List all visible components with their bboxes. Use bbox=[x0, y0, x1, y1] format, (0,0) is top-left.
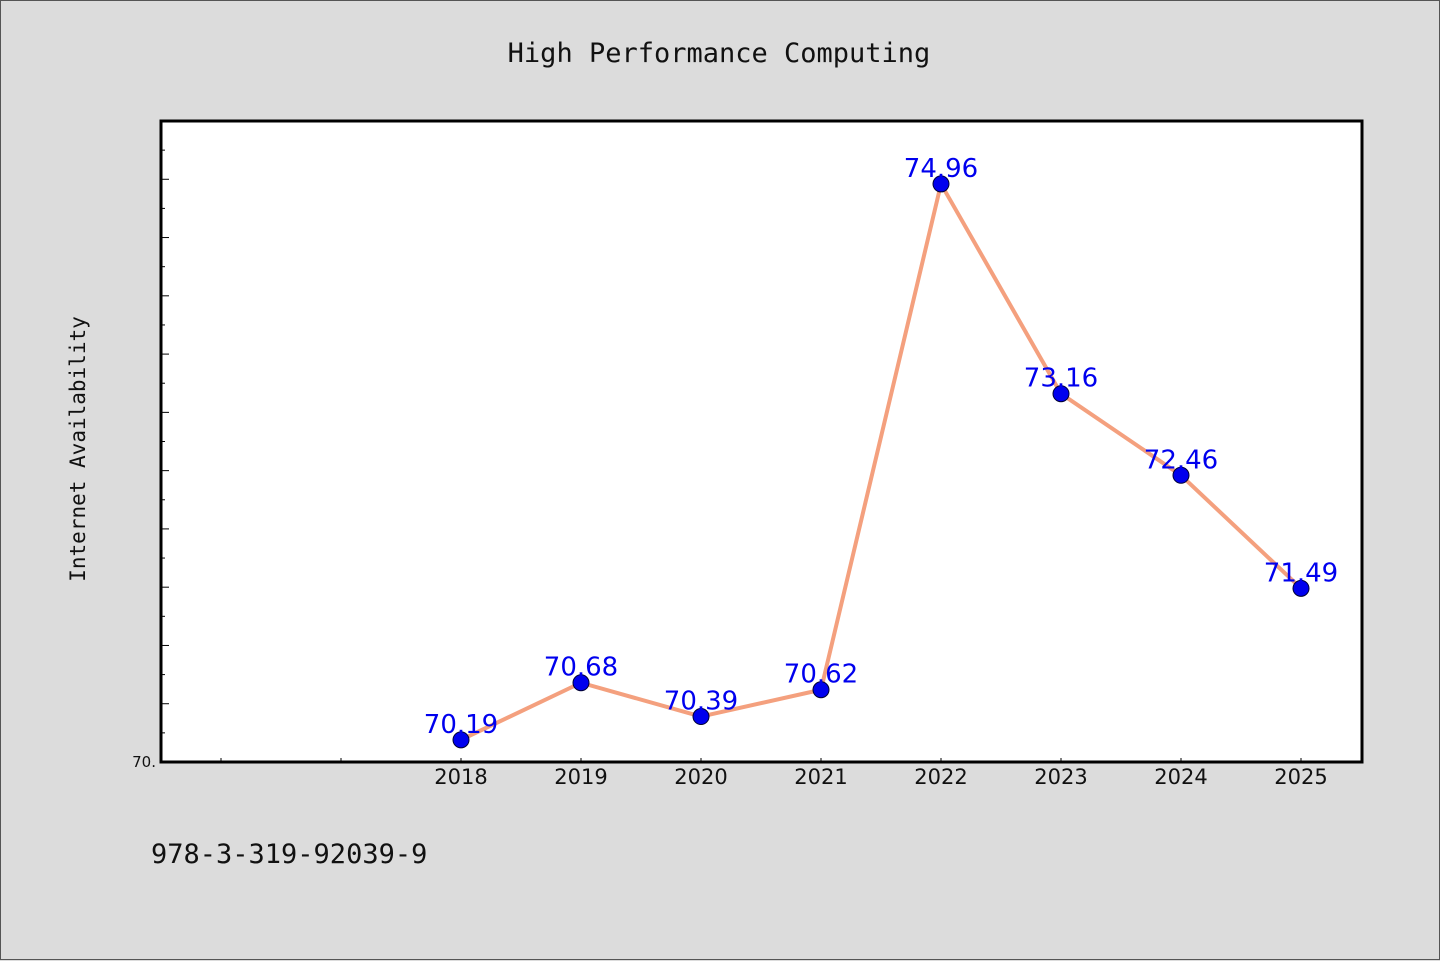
x-tick-label: 2019 bbox=[554, 765, 607, 789]
series-line bbox=[459, 181, 1303, 742]
chart-title: High Performance Computing bbox=[508, 38, 931, 69]
data-point bbox=[932, 175, 950, 193]
x-tick-label: 2021 bbox=[794, 765, 847, 789]
y-axis-ticks bbox=[161, 120, 169, 763]
x-tick-label: 2022 bbox=[914, 765, 967, 789]
data-point bbox=[1292, 579, 1310, 597]
x-tick-label: 2020 bbox=[674, 765, 727, 789]
data-point bbox=[572, 674, 590, 692]
series-layer bbox=[452, 175, 1310, 749]
data-label: 71.49 bbox=[1264, 558, 1338, 588]
y-axis-label: Internet Availability bbox=[66, 316, 90, 582]
x-tick-label: 2023 bbox=[1034, 765, 1087, 789]
x-tick-label: 2018 bbox=[434, 765, 487, 789]
data-label: 74.96 bbox=[904, 154, 978, 184]
data-label: 73.16 bbox=[1024, 364, 1098, 394]
data-label: 72.46 bbox=[1144, 445, 1218, 475]
data-label: 70.19 bbox=[424, 710, 498, 740]
data-point bbox=[812, 681, 830, 699]
x-tick-label: 2025 bbox=[1274, 765, 1327, 789]
x-axis-ticks: 2018 2019 2020 2021 2022 2023 2024 2025 bbox=[220, 758, 1328, 789]
data-point bbox=[692, 708, 710, 726]
data-label: 70.39 bbox=[664, 687, 738, 717]
data-label: 70.62 bbox=[784, 660, 858, 690]
data-labels-layer: 70.19 70.68 70.39 70.62 74.96 73.16 72.46 71.49 bbox=[424, 154, 1338, 740]
data-label: 70.68 bbox=[544, 653, 618, 683]
data-point bbox=[1052, 385, 1070, 403]
data-point bbox=[1172, 466, 1190, 484]
isbn-text: 978-3-319-92039-9 bbox=[151, 839, 427, 870]
plot-area bbox=[159, 119, 1364, 764]
y-tick-label: 70. bbox=[132, 753, 156, 771]
data-point bbox=[452, 731, 470, 749]
x-tick-label: 2024 bbox=[1154, 765, 1207, 789]
